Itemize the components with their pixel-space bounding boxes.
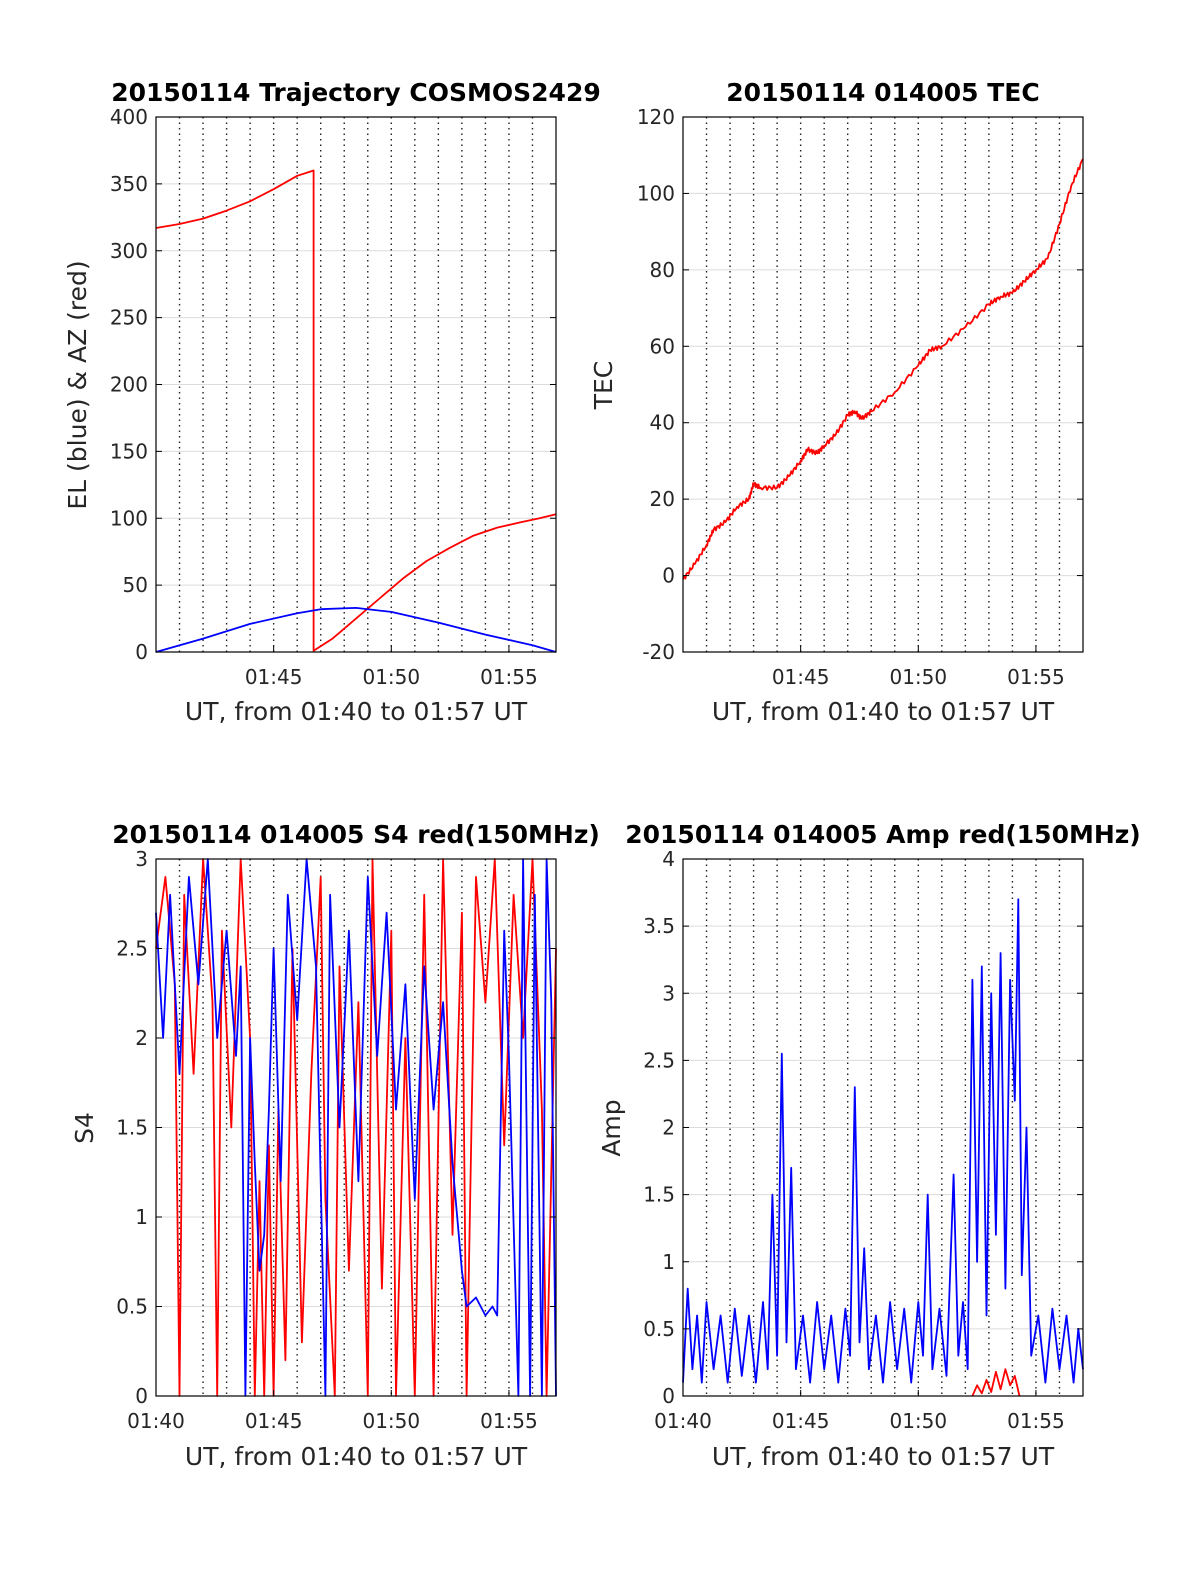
amp-series-line-1 xyxy=(971,1368,1021,1397)
tec-ytick-label: 80 xyxy=(650,258,675,282)
amp-ytick-label: 3 xyxy=(662,981,675,1005)
amp-ytick-label: 0 xyxy=(662,1384,675,1408)
s4-series-line-0 xyxy=(155,858,557,1397)
tec-ytick-label: 100 xyxy=(637,181,675,205)
amp-ytick-label: 0.5 xyxy=(643,1317,675,1341)
trajectory-ytick-label: 200 xyxy=(110,373,148,397)
s4-xtick-label: 01:40 xyxy=(127,1409,185,1433)
s4-ticks: 0 0.5 1 1.5 2 2.5 3 01:40 01:45 01:50 01:55 xyxy=(116,847,556,1433)
trajectory-series-line-1 xyxy=(155,607,557,653)
s4-chart: 0 0.5 1 1.5 2 2.5 3 01:40 01:45 01:50 01:55 201501… xyxy=(70,820,600,1471)
trajectory-series-line-0 xyxy=(155,169,557,652)
tec-ytick-label: 60 xyxy=(650,334,675,358)
amp-x-axis-label: UT, from 01:40 to 01:57 UT xyxy=(712,1442,1055,1471)
tec-ytick-label: 120 xyxy=(637,105,675,129)
trajectory-x-axis-label: UT, from 01:40 to 01:57 UT xyxy=(185,697,528,726)
s4-ytick-label: 2.5 xyxy=(116,937,148,961)
amp-xtick-label: 01:50 xyxy=(889,1409,947,1433)
tec-ytick-label: 0 xyxy=(662,564,675,588)
amp-y-axis-label: Amp xyxy=(597,1099,626,1156)
amp-series xyxy=(682,898,1084,1397)
trajectory-ytick-label: 50 xyxy=(123,573,148,597)
trajectory-xtick-label: 01:50 xyxy=(362,665,420,689)
amp-xtick-label: 01:45 xyxy=(772,1409,830,1433)
tec-y-axis-label: TEC xyxy=(589,361,618,411)
tec-title: 20150114 014005 TEC xyxy=(726,78,1039,107)
amp-ytick-label: 2 xyxy=(662,1116,675,1140)
trajectory-xtick-label: 01:45 xyxy=(245,665,303,689)
amp-xtick-label: 01:40 xyxy=(654,1409,712,1433)
amp-xtick-label: 01:55 xyxy=(1007,1409,1065,1433)
s4-x-axis-label: UT, from 01:40 to 01:57 UT xyxy=(185,1442,528,1471)
s4-series-line-1 xyxy=(155,858,557,1397)
amp-series-line-0 xyxy=(682,898,1084,1384)
amp-ytick-label: 1.5 xyxy=(643,1183,675,1207)
tec-xtick-label: 01:55 xyxy=(1007,665,1065,689)
s4-ytick-label: 2 xyxy=(135,1026,148,1050)
trajectory-y-axis-label: EL (blue) & AZ (red) xyxy=(63,260,92,509)
amp-ytick-label: 1 xyxy=(662,1250,675,1274)
tec-ytick-label: -20 xyxy=(642,640,675,664)
tec-grid xyxy=(683,116,1083,653)
s4-ytick-label: 1.5 xyxy=(116,1116,148,1140)
s4-series xyxy=(155,858,557,1397)
amp-title: 20150114 014005 Amp red(150MHz) xyxy=(625,820,1141,849)
tec-plot-frame xyxy=(682,116,1084,653)
s4-xtick-label: 01:50 xyxy=(362,1409,420,1433)
tec-ytick-label: 40 xyxy=(650,411,675,435)
tec-ytick-label: 20 xyxy=(650,487,675,511)
amp-ytick-label: 3.5 xyxy=(643,914,675,938)
trajectory-ytick-label: 300 xyxy=(110,239,148,263)
trajectory-xtick-label: 01:55 xyxy=(480,665,538,689)
tec-chart: -20 0 20 40 60 80 100 120 01:45 01:50 01:55 201501… xyxy=(589,78,1084,726)
trajectory-ticks: 0 50 100 150 200 250 300 350 400 01:45 01:50 01:55 xyxy=(110,105,556,689)
trajectory-ytick-label: 150 xyxy=(110,439,148,463)
s4-title: 20150114 014005 S4 red(150MHz) xyxy=(112,820,600,849)
s4-ytick-label: 0.5 xyxy=(116,1295,148,1319)
tec-x-axis-label: UT, from 01:40 to 01:57 UT xyxy=(712,697,1055,726)
trajectory-series xyxy=(155,169,557,653)
tec-xtick-label: 01:45 xyxy=(772,665,830,689)
amp-chart: 0 0.5 1 1.5 2 2.5 3 3.5 4 01:40 01:45 01:50 01:55 20… xyxy=(597,820,1141,1471)
trajectory-ytick-label: 0 xyxy=(135,640,148,664)
trajectory-ytick-label: 350 xyxy=(110,172,148,196)
amp-ytick-label: 4 xyxy=(662,847,675,871)
s4-y-axis-label: S4 xyxy=(70,1112,99,1144)
s4-ytick-label: 1 xyxy=(135,1205,148,1229)
tec-ticks: -20 0 20 40 60 80 100 120 01:45 01:50 01:55 xyxy=(637,105,1083,689)
s4-ytick-label: 0 xyxy=(135,1384,148,1408)
trajectory-ytick-label: 400 xyxy=(110,105,148,129)
tec-series xyxy=(682,158,1084,580)
trajectory-ytick-label: 100 xyxy=(110,506,148,530)
tec-xtick-label: 01:50 xyxy=(889,665,947,689)
amp-ticks: 0 0.5 1 1.5 2 2.5 3 3.5 4 01:40 01:45 01:50 01:55 xyxy=(643,847,1083,1433)
trajectory-title: 20150114 Trajectory COSMOS2429 xyxy=(111,78,601,107)
trajectory-ytick-label: 250 xyxy=(110,306,148,330)
amp-ytick-label: 2.5 xyxy=(643,1048,675,1072)
s4-xtick-label: 01:45 xyxy=(245,1409,303,1433)
s4-xtick-label: 01:55 xyxy=(480,1409,538,1433)
tec-series-line-0 xyxy=(682,158,1084,580)
s4-ytick-label: 3 xyxy=(135,847,148,871)
